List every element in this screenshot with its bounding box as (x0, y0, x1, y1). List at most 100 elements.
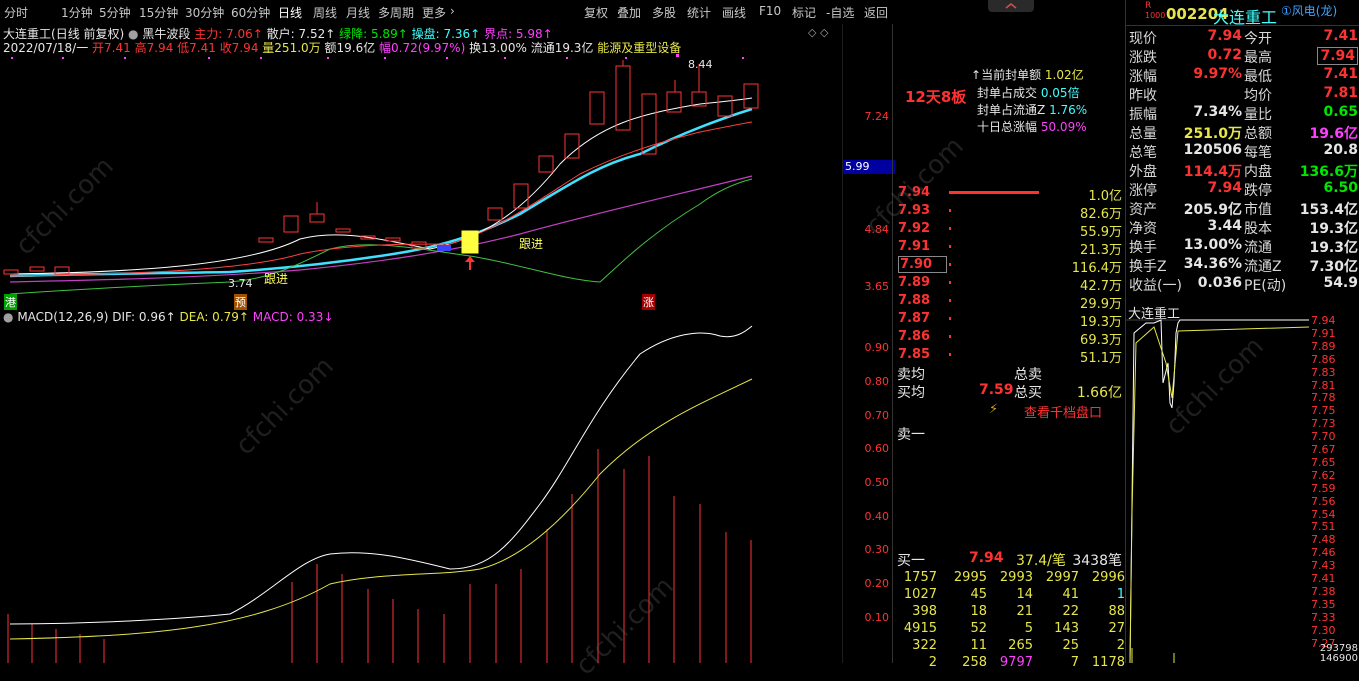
action-back[interactable]: 返回 (864, 6, 889, 20)
quote-label: 最低 (1244, 69, 1272, 85)
axis-lower-0: 0.90 (864, 341, 890, 354)
seal-info-3: 封单占流通Z 1.76% (977, 103, 1088, 117)
buy-avg-label: 买均 (897, 385, 925, 401)
view-depth-link[interactable]: 查看千档盘口 (1024, 406, 1103, 421)
period-tab-30min[interactable]: 30分钟 (185, 6, 225, 20)
macd-dropdown-icon[interactable]: ● (3, 310, 14, 324)
mini-price-line (1129, 319, 1309, 663)
action-stats[interactable]: 统计 (687, 6, 712, 20)
ma-magenta-line (9, 175, 753, 283)
kline-chart[interactable]: 大连重工(日线 前复权) ● 黑牛波段 主力: 7.06↑ 散户: 7.52↑ … (0, 24, 842, 663)
period-tab-15min[interactable]: 15分钟 (139, 6, 179, 20)
ask-volume-bar (949, 209, 951, 212)
quote-label: 换手Z (1129, 259, 1167, 275)
sector-tag[interactable]: ①风电(龙) (1281, 4, 1338, 18)
bid-queue-cell: 25 (1062, 638, 1079, 653)
tag-limit-up[interactable]: 涨 (642, 294, 655, 310)
more-arrow-icon[interactable]: › (450, 4, 455, 18)
period-tab-5min[interactable]: 5分钟 (99, 6, 131, 20)
period-tab-multi[interactable]: 多周期 (378, 6, 415, 20)
indicator-name[interactable]: 黑牛波段 (142, 27, 191, 41)
period-tab-1min[interactable]: 1分钟 (61, 6, 93, 20)
ask-volume: 82.6万 (1080, 207, 1122, 222)
stock-title: 大连重工 (1213, 8, 1278, 27)
buy1-price: 7.94 (969, 550, 1004, 566)
period-tab-weekly[interactable]: 周线 (313, 6, 338, 20)
mini-axis-label: 7.73 (1311, 417, 1336, 431)
ask-price: 7.90 (898, 256, 948, 273)
mini-axis-label: 7.48 (1311, 533, 1336, 547)
period-tab-60min[interactable]: 60分钟 (231, 6, 271, 20)
bid-queue-cell: 21 (1016, 604, 1033, 619)
bid-queue-cell: 1027 (903, 587, 937, 602)
period-tab-more[interactable]: 更多 (422, 6, 447, 20)
top-toolbar: 分时 1分钟 5分钟 15分钟 30分钟 60分钟 日线 周线 月线 多周期 更… (0, 0, 1125, 24)
mini-axis-label: 7.70 (1311, 430, 1336, 444)
bid-queue-cell: 5 (1024, 621, 1033, 636)
quote-value: 13.00% (1183, 237, 1242, 253)
ask-level-row[interactable]: 7.85 51.1万 (893, 347, 1126, 366)
ask-price: 7.88 (898, 293, 931, 308)
mini-axis-label: 7.54 (1311, 507, 1336, 521)
ask-level-row[interactable]: 7.87 19.3万 (893, 311, 1126, 330)
period-tab-monthly[interactable]: 月线 (346, 6, 371, 20)
quote-label: 外盘 (1129, 164, 1157, 180)
ask-volume-bar (949, 245, 951, 248)
quote-label: 内盘 (1244, 164, 1272, 180)
bid-queue-cell: 2995 (953, 570, 987, 585)
chart-settings-icon[interactable]: ◇ ◇ (808, 26, 829, 39)
ask-price: 7.89 (898, 275, 931, 290)
ask-volume-bar (949, 281, 951, 284)
mini-axis-label: 7.59 (1311, 481, 1336, 495)
ask-level-row[interactable]: 7.92 55.9万 (893, 221, 1126, 240)
action-f10[interactable]: F10 (759, 4, 782, 18)
action-multi-stock[interactable]: 多股 (652, 6, 677, 20)
action-draw[interactable]: 画线 (722, 6, 747, 20)
signal-follow-2: 跟进 (519, 237, 544, 251)
period-tab-daily[interactable]: 日线 (278, 6, 303, 20)
axis-upper-0: 7.24 (864, 110, 890, 123)
ask-level-row[interactable]: 7.88 29.9万 (893, 293, 1126, 312)
axis-upper-2: 3.65 (864, 280, 890, 293)
ask-price: 7.86 (898, 329, 931, 344)
period-tab-timeline[interactable]: 分时 (4, 6, 29, 20)
quote-label: 净资 (1129, 221, 1157, 237)
chevron-up-icon (1005, 3, 1017, 9)
rank-badge: R 1000 (1145, 1, 1166, 21)
ask-level-row[interactable]: 7.94 1.0亿 (893, 185, 1126, 204)
bar-amount: 额19.6亿 (324, 41, 376, 55)
quote-value: 114.4万 (1183, 164, 1242, 180)
action-mark[interactable]: 标记 (792, 6, 817, 20)
indicator-dropdown-icon[interactable]: ● (128, 27, 139, 41)
action-adjust[interactable]: 复权 (584, 6, 609, 20)
action-watchlist[interactable]: -自选 (826, 6, 855, 20)
quote-value: 0.036 (1197, 275, 1242, 291)
mini-axis-label: 7.65 (1311, 455, 1336, 469)
ask-price: 7.85 (898, 347, 931, 362)
mini-axis-label: 7.67 (1311, 443, 1336, 456)
action-overlay[interactable]: 叠加 (617, 6, 642, 20)
ask-volume-bar (949, 317, 951, 320)
ma-cyan-line (9, 107, 753, 278)
bar-float: 流通19.3亿 (530, 41, 594, 55)
quote-label: 股本 (1244, 221, 1272, 237)
ask-level-row[interactable]: 7.89 42.7万 (893, 275, 1126, 294)
tag-forecast[interactable]: 预 (234, 294, 247, 310)
collapse-handle[interactable] (988, 0, 1034, 12)
ask-level-row[interactable]: 7.93 82.6万 (893, 203, 1126, 222)
buy1-count: 3438笔 (1072, 553, 1122, 569)
quote-value: 7.81 (1323, 85, 1358, 101)
quote-value: 153.4亿 (1299, 202, 1358, 218)
ask-level-row[interactable]: 7.90 116.4万 (893, 256, 1126, 276)
bar-close: 收7.94 (219, 41, 259, 55)
ask-level-row[interactable]: 7.91 21.3万 (893, 239, 1126, 258)
bid-queue-cell: 143 (1054, 621, 1079, 636)
ask-level-row[interactable]: 7.86 69.3万 (893, 329, 1126, 348)
mini-axis-label: 7.78 (1311, 391, 1336, 405)
bid-queue-cell: 1757 (903, 570, 937, 585)
quote-value: 20.8 (1323, 142, 1358, 158)
quote-value: 7.30亿 (1309, 259, 1358, 275)
tag-hk[interactable]: 港 (4, 294, 17, 310)
mini-timeline-chart[interactable] (1126, 303, 1359, 663)
quote-label: 跌停 (1244, 183, 1272, 199)
